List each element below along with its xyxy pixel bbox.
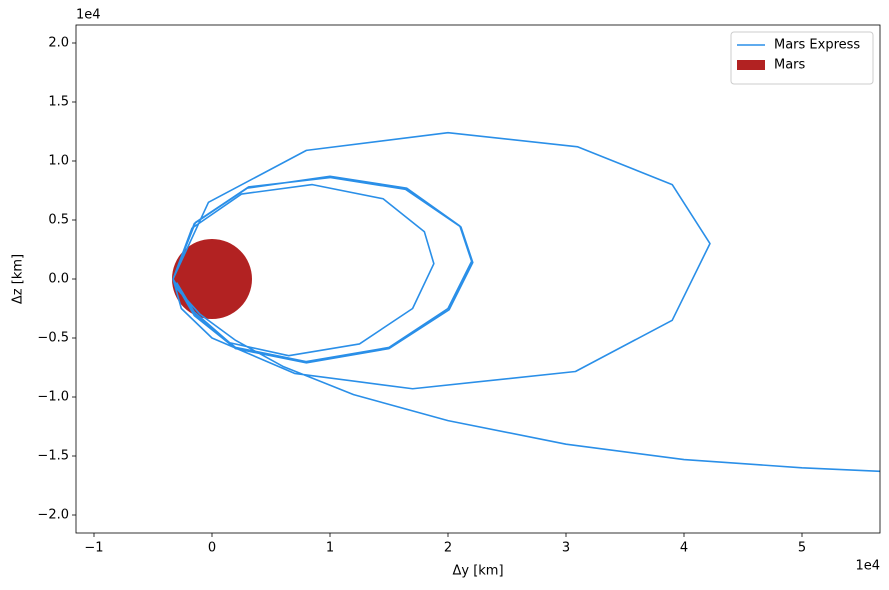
x-offset-label: 1e4 — [855, 559, 880, 574]
legend-label: Mars Express — [774, 38, 860, 53]
legend-box — [730, 31, 874, 85]
y-tick-label: −1.5 — [37, 449, 69, 464]
y-tick-label: −0.5 — [37, 331, 69, 346]
y-tick-label: 0.0 — [48, 272, 69, 287]
y-tick-label: 0.5 — [48, 212, 69, 227]
y-tick-label: 2.0 — [48, 35, 69, 50]
x-tick-label: 5 — [798, 541, 806, 556]
x-tick-label: 3 — [562, 541, 570, 556]
plot-area — [171, 131, 880, 473]
x-tick-label: 4 — [680, 541, 688, 556]
y-tick-label: 1.5 — [48, 94, 69, 109]
x-tick-label: 0 — [208, 541, 216, 556]
axes-frame — [75, 24, 881, 534]
y-offset-label: 1e4 — [76, 8, 101, 23]
legend-label: Mars — [774, 58, 806, 73]
x-tick-label: 1 — [326, 541, 334, 556]
legend-swatch — [737, 60, 765, 70]
y-axis-label: Δz [km] — [11, 254, 26, 304]
y-tick-label: 1.0 — [48, 153, 69, 168]
y-tick-label: −1.0 — [37, 390, 69, 405]
x-tick-label: −1 — [84, 541, 103, 556]
y-tick-label: −2.0 — [37, 508, 69, 523]
x-tick-label: 2 — [444, 541, 452, 556]
x-axis-label: Δy [km] — [452, 564, 503, 579]
planet — [171, 238, 252, 320]
series-line — [172, 131, 880, 473]
